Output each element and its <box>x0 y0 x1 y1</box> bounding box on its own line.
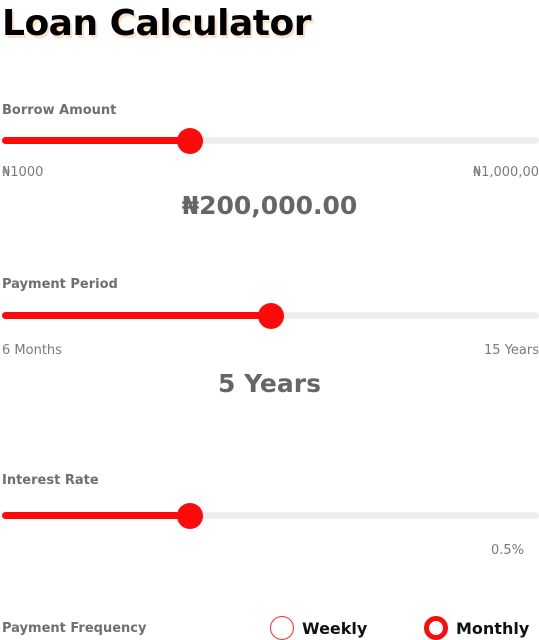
payment-period-label: Payment Period <box>2 277 118 292</box>
weekly-radio[interactable] <box>270 616 294 640</box>
monthly-radio[interactable] <box>424 616 448 640</box>
interest-rate-slider-thumb[interactable] <box>176 503 203 529</box>
borrow-amount-value: ₦200,000.00 <box>181 191 358 220</box>
borrow-amount-min: ₦1000 <box>2 165 44 180</box>
monthly-option[interactable]: Monthly <box>424 616 529 640</box>
payment-period-slider-fill <box>2 312 271 319</box>
borrow-amount-label: Borrow Amount <box>2 103 117 118</box>
payment-frequency-label: Payment Frequency <box>2 621 147 636</box>
payment-period-slider[interactable] <box>2 303 539 329</box>
monthly-radio-label[interactable]: Monthly <box>456 618 530 638</box>
page-title: Loan Calculator <box>2 3 311 44</box>
payment-period-slider-thumb[interactable] <box>257 303 284 329</box>
payment-period-min: 6 Months <box>2 343 62 358</box>
interest-rate-slider-fill <box>2 512 190 519</box>
borrow-amount-slider[interactable] <box>2 128 539 154</box>
weekly-option[interactable]: Weekly <box>270 616 367 640</box>
interest-rate-value: 0.5% <box>490 543 524 558</box>
payment-period-value: 5 Years <box>218 369 321 398</box>
payment-period-max: 15 Years <box>484 343 539 358</box>
borrow-amount-slider-fill <box>2 137 190 144</box>
interest-rate-slider[interactable] <box>2 503 539 529</box>
borrow-amount-max: ₦1,000,00 <box>472 165 539 180</box>
borrow-amount-slider-thumb[interactable] <box>176 128 203 154</box>
interest-rate-label: Interest Rate <box>2 473 99 488</box>
weekly-radio-label[interactable]: Weekly <box>302 618 368 638</box>
